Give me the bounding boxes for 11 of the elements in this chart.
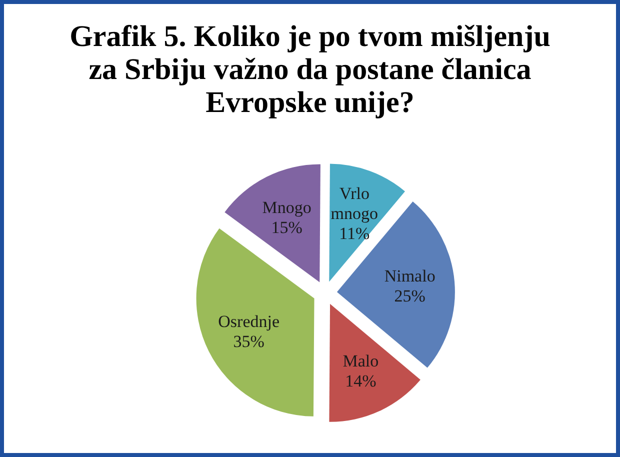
chart-title: Grafik 5. Koliko je po tvom mišljenju za Srbiju važno da postane članica Evropske unije?	[68, 20, 552, 119]
data-label: 35%	[233, 332, 264, 352]
slice-label: Osrednje	[218, 312, 280, 332]
slice-label: Malo	[342, 351, 379, 370]
data-label: 11%	[339, 224, 370, 244]
slice-label: Vrlo mnogo	[330, 184, 378, 224]
data-label: 14%	[345, 371, 376, 390]
slice-label: Nimalo	[384, 266, 436, 286]
data-label: 15%	[271, 218, 302, 237]
data-label: 25%	[394, 286, 426, 306]
slice-label: Mnogo	[262, 198, 312, 217]
